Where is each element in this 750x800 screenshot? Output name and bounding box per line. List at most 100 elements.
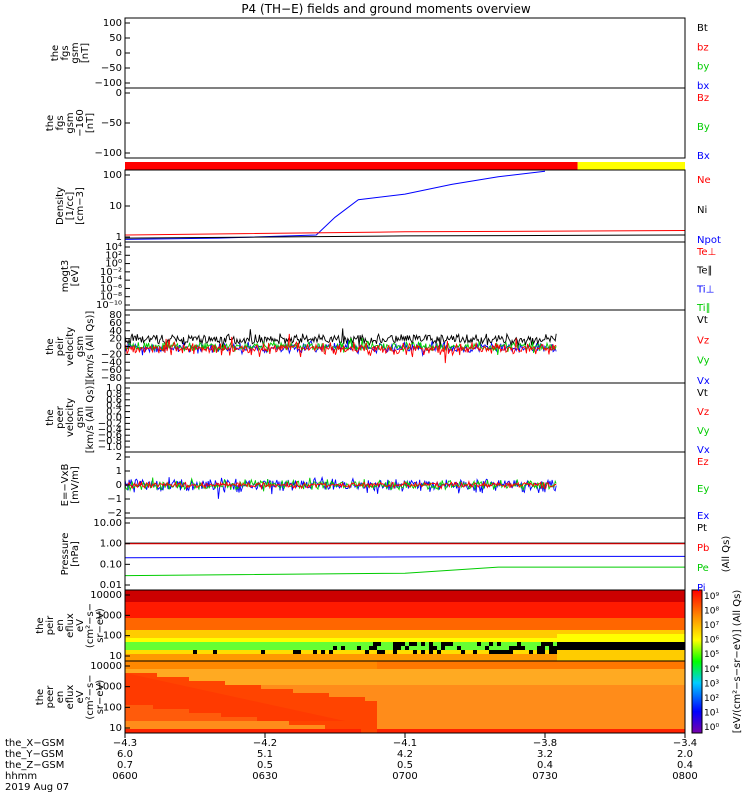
ylabel-line: gsm	[70, 42, 81, 63]
ytick-label: 0	[116, 342, 122, 353]
panel-ylabel: the fgs gsm −160 [nT]	[45, 109, 96, 136]
ylabel-line: gsm	[75, 336, 86, 357]
ytick-label: 1000	[97, 682, 122, 693]
ylabel-line: −160	[75, 109, 86, 136]
ytick-label: 10⁻¹⁰	[96, 300, 122, 311]
xaxis-row-value: 0600	[112, 771, 137, 782]
panel-ylabel: the peer velocity gsm [km/s (All Qs)]	[45, 382, 96, 454]
legend-vy: Vy	[697, 426, 710, 437]
legend-bz: bz	[697, 42, 709, 53]
colorbar-tick: 10³	[704, 679, 719, 689]
panel-frame-5	[124, 241, 686, 311]
peir-spectrogram	[125, 590, 686, 663]
ylabel-line: E=−VxB	[60, 464, 71, 507]
legend-ne: Ne	[697, 175, 711, 186]
ytick-label: −20	[101, 349, 122, 360]
ylabel-line: [nPa]	[70, 541, 81, 567]
xaxis-row-value: 0.7	[117, 760, 133, 771]
ytick-label: −100	[95, 148, 122, 159]
ylabel-line: the	[45, 409, 56, 425]
panel-ylabel: the peer en eflux eV (cm²−s− sr−eV)	[35, 674, 106, 719]
ylabel-line: fgs	[60, 45, 71, 60]
legend-te⊥: Te⊥	[696, 247, 716, 258]
ytick-label: −50	[101, 118, 122, 129]
ylabel-line: velocity	[65, 327, 76, 366]
ylabel-line: the	[50, 45, 61, 61]
legend-ey: Ey	[697, 484, 709, 495]
xaxis-row-value: −4.2	[253, 738, 277, 749]
ytick-label: −100	[95, 78, 122, 89]
ytick-label: 80	[109, 310, 122, 321]
xaxis-row-value: 0630	[252, 771, 277, 782]
ytick-label: 0	[116, 480, 122, 491]
ylabel-line: velocity	[65, 398, 76, 437]
ytick-label: 0	[116, 88, 122, 99]
ytick-label: −50	[101, 63, 122, 74]
legend-vy: Vy	[697, 356, 710, 367]
peer-hot-region	[125, 673, 345, 721]
series-ne	[124, 230, 686, 236]
ytick-label: −60	[101, 365, 122, 376]
ytick-label: 2	[116, 452, 122, 463]
ytick-label: 20	[109, 334, 122, 345]
ytick-label: 10⁻²	[100, 267, 122, 278]
legend-npot: Npot	[697, 235, 721, 246]
ytick-label: 0.10	[100, 559, 122, 570]
xaxis-row-value: 6.0	[117, 749, 133, 760]
panel-frame-2	[124, 87, 686, 159]
colorbar-label: [eV/(cm²−s−sr−eV)] (All Qs)	[732, 590, 743, 734]
legend-vx: Vx	[697, 445, 710, 456]
legend-by: by	[697, 62, 709, 73]
ylabel-line: eflux	[65, 613, 76, 638]
colorbar-tick: 10⁷	[704, 621, 719, 631]
ylabel-line: peer	[45, 685, 56, 709]
ytick-label: 10000	[90, 590, 122, 601]
ytick-label: 40	[109, 326, 122, 337]
xaxis-row-value: −4.3	[113, 738, 137, 749]
colorbar-tick: 10⁹	[704, 592, 719, 602]
ylabel-line: mogt3	[60, 260, 71, 293]
ylabel-line: fgs	[55, 115, 66, 130]
legend-ti∥: Ti∥	[696, 303, 711, 314]
legend-pb: Pb	[697, 543, 709, 554]
legend-ni: Ni	[697, 205, 707, 216]
xaxis-row-value: 0.5	[397, 760, 413, 771]
ytick-label: 10	[109, 201, 122, 212]
colorbar-tick: 10⁰	[704, 723, 719, 733]
legend-ex: Ex	[697, 511, 709, 522]
status-segment-1	[125, 162, 578, 170]
ytick-label: 0.0	[106, 413, 122, 424]
ytick-label: 0	[116, 48, 122, 59]
legend-vt: Vt	[697, 388, 708, 399]
series-peir-vy	[124, 337, 557, 355]
ylabel-line: (cm²−s−	[85, 603, 96, 648]
colorbar-tick: 10⁵	[704, 650, 719, 660]
plot-title: P4 (TH−E) fields and ground moments over…	[241, 2, 531, 16]
ytick-label: 10000	[90, 661, 122, 672]
ytick-label: 50	[109, 33, 122, 44]
status-segment-2	[577, 162, 685, 170]
ylabel-line: [nT]	[80, 43, 91, 63]
series-peir-vz	[124, 333, 557, 364]
ytick-label: 0.2	[106, 407, 122, 418]
ytick-label: 1.0	[106, 383, 122, 394]
ylabel-line: the	[45, 115, 56, 131]
ytick-label: 10.00	[93, 518, 122, 529]
ylabel-line: [eV]	[70, 266, 81, 287]
xaxis-row-label: hhmm	[5, 771, 37, 782]
xaxis-row-value: 0700	[392, 771, 417, 782]
xaxis-row-label: the_Y−GSM	[5, 749, 64, 760]
colorbar-tick: 10⁸	[704, 607, 719, 617]
ytick-label: 10⁰	[105, 259, 122, 270]
ylabel-line: peer	[55, 405, 66, 429]
xaxis-row-value: 5.1	[257, 749, 273, 760]
panel-ylabel: mogt3 [eV]	[60, 260, 81, 293]
ylabel-line: en	[55, 619, 66, 632]
panel-frame-1	[124, 17, 686, 89]
ylabel-line: peir	[55, 336, 66, 356]
xaxis-row-value: −4.1	[393, 738, 417, 749]
panel-ylabel: the peir en eflux eV (cm²−s− sr−eV)	[35, 603, 106, 648]
series-ez	[124, 480, 557, 491]
colorbar	[691, 589, 703, 734]
ytick-label: −0.8	[98, 436, 122, 447]
